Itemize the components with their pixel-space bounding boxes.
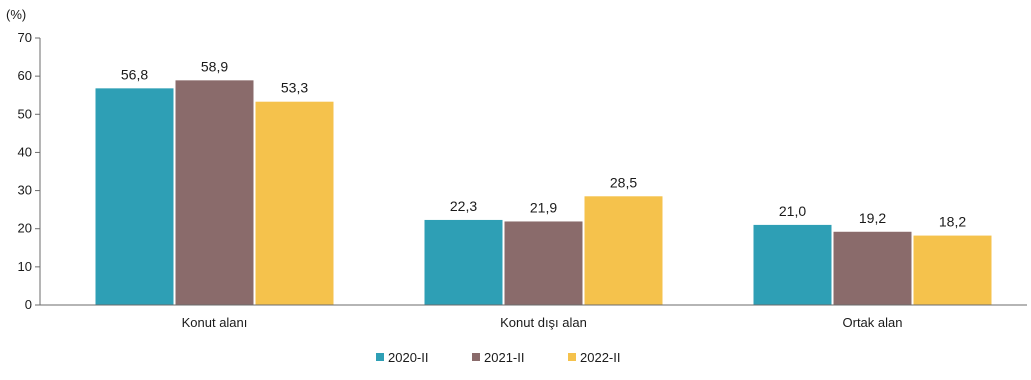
- y-tick-label: 50: [18, 106, 32, 121]
- bar-2020-II-2: [425, 220, 503, 305]
- y-tick-label: 30: [18, 183, 32, 198]
- y-axis: 0 10 20 30 40 50 60 70: [18, 30, 40, 312]
- bar-2020-II-1: [96, 88, 174, 305]
- legend-label-2020-II: 2020-II: [388, 350, 428, 365]
- value-label-2020-II-2: 22,3: [450, 198, 477, 214]
- bar-2021-II-3: [834, 232, 912, 305]
- legend-swatch-2021-II: [472, 353, 480, 361]
- value-label-2022-II-3: 18,2: [939, 214, 966, 230]
- legend-swatch-2020-II: [376, 353, 384, 361]
- y-tick-label: 40: [18, 144, 32, 159]
- value-label-2022-II-2: 28,5: [610, 174, 637, 190]
- y-tick-label: 70: [18, 30, 32, 45]
- legend: 2020-II 2021-II 2022-II: [376, 350, 620, 365]
- bar-2022-II-3: [914, 236, 992, 305]
- legend-swatch-2022-II: [568, 353, 576, 361]
- value-label-2021-II-3: 19,2: [859, 210, 886, 226]
- category-label-1: Konut alanı: [182, 315, 248, 330]
- value-label-2020-II-1: 56,8: [121, 66, 148, 82]
- y-tick-label: 0: [25, 297, 32, 312]
- y-axis-unit-label: (%): [6, 7, 26, 22]
- legend-label-2021-II: 2021-II: [484, 350, 524, 365]
- bar-2022-II-1: [256, 102, 334, 305]
- x-axis: Konut alanı Konut dışı alan Ortak alan: [40, 305, 1027, 330]
- y-tick-label: 10: [18, 259, 32, 274]
- value-label-2021-II-1: 58,9: [201, 58, 228, 74]
- value-label-2022-II-1: 53,3: [281, 80, 308, 96]
- y-tick-label: 20: [18, 221, 32, 236]
- bar-2021-II-2: [505, 221, 583, 305]
- bar-2022-II-2: [585, 196, 663, 305]
- bar-2020-II-3: [754, 225, 832, 305]
- category-label-2: Konut dışı alan: [500, 315, 587, 330]
- category-label-3: Ortak alan: [843, 315, 903, 330]
- value-label-2021-II-2: 21,9: [530, 199, 557, 215]
- value-label-2020-II-3: 21,0: [779, 203, 806, 219]
- y-tick-label: 60: [18, 68, 32, 83]
- legend-label-2022-II: 2022-II: [580, 350, 620, 365]
- bars: [96, 80, 992, 305]
- bar-2021-II-1: [176, 80, 254, 305]
